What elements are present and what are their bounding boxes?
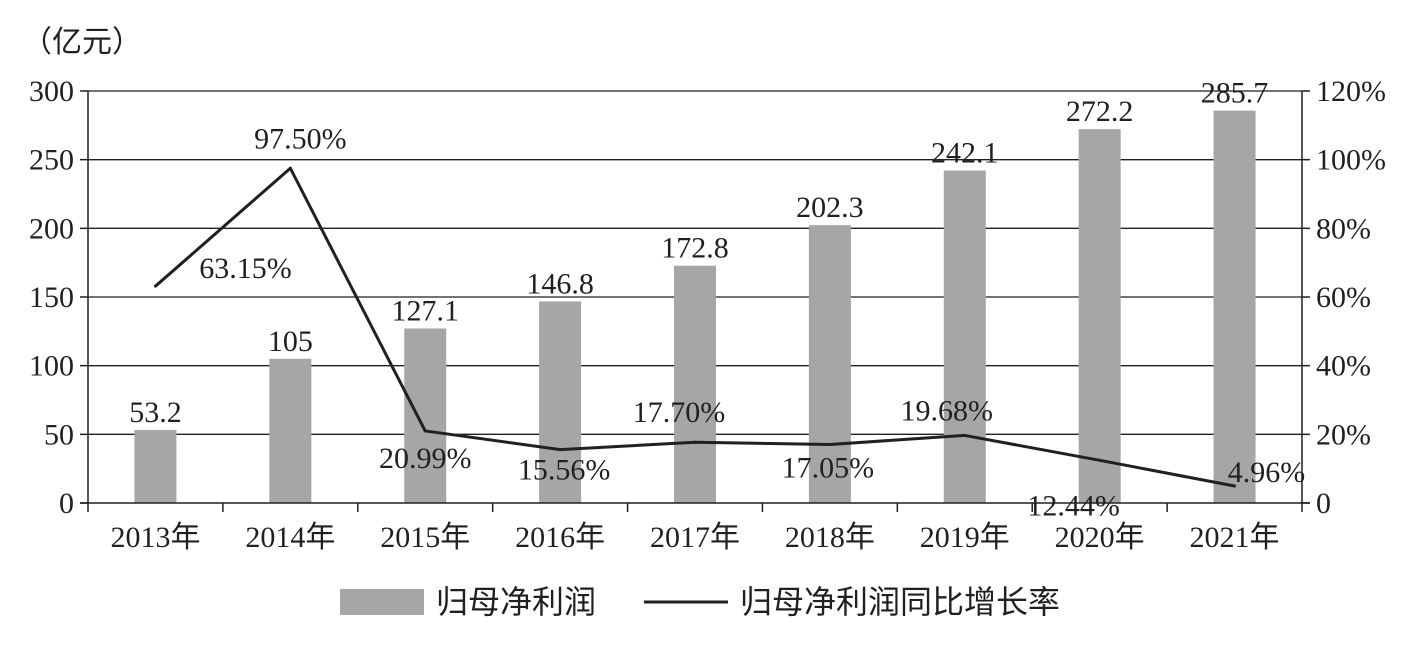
legend-bar-label: 归母净利润 — [436, 584, 596, 620]
x-axis-tick-label: 2021年 — [1190, 521, 1280, 554]
right-axis-tick-label: 0 — [1316, 487, 1331, 520]
growth-rate-point — [693, 440, 697, 444]
line-value-label: 15.56% — [518, 454, 611, 487]
line-value-label: 17.70% — [633, 396, 726, 429]
line-value-label: 97.50% — [254, 122, 347, 155]
growth-rate-point — [558, 448, 562, 452]
x-axis-tick-label: 2015年 — [380, 521, 470, 554]
growth-rate-point — [963, 433, 967, 437]
bar — [404, 328, 447, 503]
x-axis-tick-label: 2016年 — [515, 521, 605, 554]
right-axis-tick-label: 100% — [1316, 144, 1386, 177]
bar-value-label: 105 — [268, 325, 313, 358]
growth-rate-point — [153, 284, 157, 288]
line-value-label: 17.05% — [782, 451, 875, 484]
line-value-label: 12.44% — [1027, 489, 1120, 522]
left-axis-tick-label: 50 — [44, 418, 74, 451]
bar-value-label: 285.7 — [1201, 77, 1269, 110]
x-axis-tick-label: 2020年 — [1055, 521, 1145, 554]
bar — [674, 265, 716, 503]
x-axis-tick-label: 2017年 — [650, 521, 740, 554]
unit-label: （亿元） — [22, 26, 142, 59]
left-axis-tick-label: 300 — [29, 75, 74, 108]
left-axis-tick-label: 0 — [59, 487, 74, 520]
line-value-label: 19.68% — [901, 394, 994, 427]
legend: 归母净利润 归母净利润同比增长率 — [340, 584, 1060, 620]
bar — [943, 170, 986, 504]
x-axis-tick-label: 2014年 — [245, 521, 335, 554]
growth-rate-point — [1233, 484, 1237, 488]
bar — [808, 225, 851, 503]
x-axis-tick-label: 2019年 — [920, 521, 1010, 554]
bar — [134, 429, 177, 503]
bar — [1078, 129, 1121, 504]
growth-rate-point — [423, 429, 427, 433]
left-axis-tick-label: 150 — [29, 281, 74, 314]
bar-value-label: 242.1 — [931, 137, 999, 170]
bar-value-label: 172.8 — [661, 232, 729, 265]
bar — [269, 358, 312, 503]
line-value-label: 63.15% — [199, 252, 292, 285]
bar-value-label: 53.2 — [129, 396, 182, 429]
right-axis-tick-label: 60% — [1316, 281, 1371, 314]
bar-series — [134, 110, 1256, 504]
legend-bar-swatch — [340, 589, 424, 615]
x-axis-tick-label: 2018年 — [785, 521, 875, 554]
line-series — [153, 166, 1237, 488]
axes: 0 0 50 20% 100 40% 150 60% 200 80% 250 100% 300 120% 2… — [29, 75, 1386, 554]
bar-value-label: 202.3 — [796, 191, 864, 224]
right-axis-tick-label: 80% — [1316, 212, 1371, 245]
bar — [1213, 110, 1256, 503]
right-axis-tick-label: 20% — [1316, 418, 1371, 451]
bar-value-label: 146.8 — [526, 267, 594, 300]
bar — [539, 301, 582, 503]
right-axis-tick-label: 120% — [1316, 75, 1386, 108]
line-value-label: 4.96% — [1228, 456, 1306, 489]
growth-rate-point — [1098, 458, 1102, 462]
x-axis-tick-label: 2013年 — [110, 521, 200, 554]
data-labels: 53.2 105 127.1 146.8 172.8 202.3 242.1 272.2 285… — [129, 77, 1305, 523]
bar-value-label: 127.1 — [391, 294, 459, 327]
left-axis-tick-label: 200 — [29, 212, 74, 245]
right-axis-tick-label: 40% — [1316, 350, 1371, 383]
line-value-label: 20.99% — [379, 442, 472, 475]
left-axis-tick-label: 100 — [29, 350, 74, 383]
legend-line-label: 归母净利润同比增长率 — [740, 584, 1060, 620]
growth-rate-point — [828, 442, 832, 446]
growth-rate-point — [288, 166, 292, 170]
bar-value-label: 272.2 — [1066, 95, 1134, 128]
left-axis-tick-label: 250 — [29, 144, 74, 177]
